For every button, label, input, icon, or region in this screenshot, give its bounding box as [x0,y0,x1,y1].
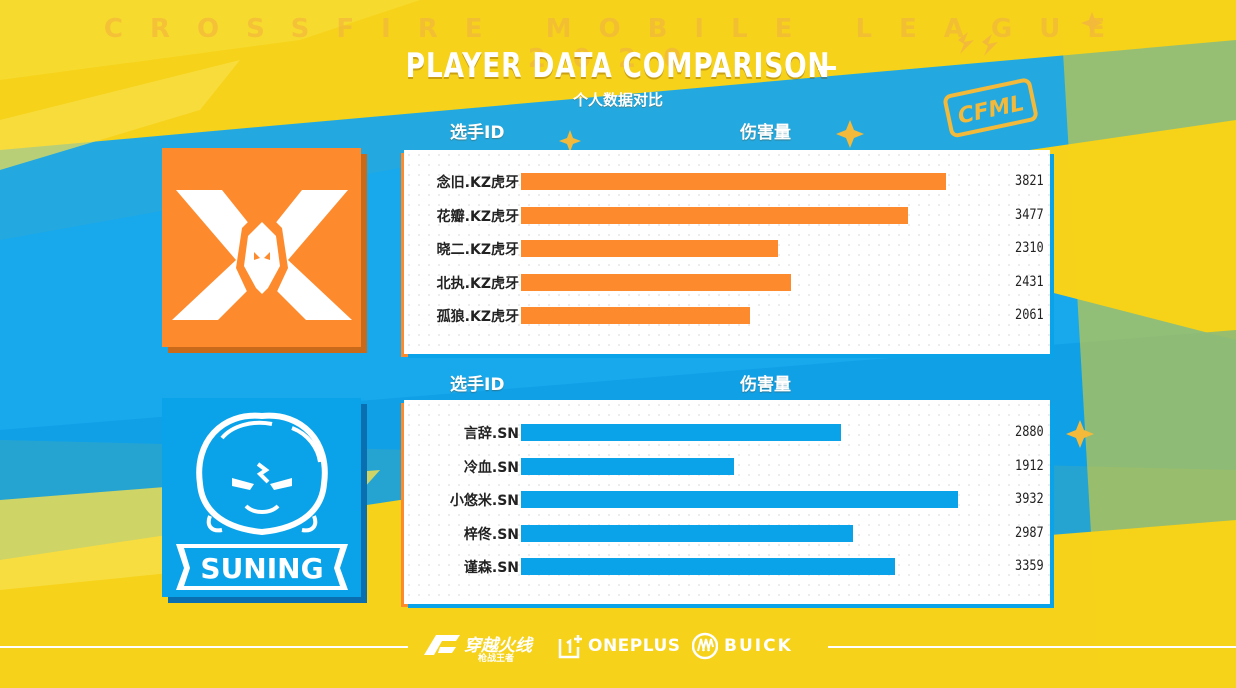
damage-value: 3932 [1015,491,1044,508]
team2-logo: SUNING [162,398,367,603]
chart-row: 冷血.SN 1912 [404,450,1050,483]
damage-value: 3359 [1015,558,1044,575]
cfml-badge-icon: CFML [943,32,1038,138]
chart-row: 北执.KZ虎牙 2431 [404,266,1050,299]
player-name: 梓佟.SN [463,526,519,543]
chart-row: 晓二.KZ虎牙 2310 [404,232,1050,265]
damage-value: 3477 [1015,206,1044,223]
team1-metric-header: 伤害量 [740,123,791,143]
buick-text: BUICK [724,636,793,656]
league-banner: CROSSFIRE MOBILE LEAGUE 2020 [103,14,1133,74]
damage-bar [521,424,842,441]
player-name: 北执.KZ虎牙 [436,275,519,292]
player-name: 小悠米.SN [449,493,519,510]
chart-row: 小悠米.SN 3932 [404,483,1050,516]
damage-value: 2880 [1015,424,1044,440]
chart-row: 念旧.KZ虎牙 3821 [404,165,1050,198]
damage-value: 2431 [1015,273,1044,290]
player-name: 孤狼.KZ虎牙 [436,309,519,326]
player-name: 冷血.SN [463,459,519,476]
chart-row: 花瓣.KZ虎牙 3477 [404,199,1050,232]
team2-player-header: 选手ID [450,375,505,395]
damage-bar [521,491,959,509]
buick-logo-icon [692,632,718,660]
damage-bar [521,307,751,325]
chart-row: 孤狼.KZ虎牙 2061 [404,299,1050,332]
page-title: PLAYER DATA COMPARISON [405,46,831,86]
team2-metric-header: 伤害量 [740,375,791,395]
crossfire-subtext: 枪战王者 [478,654,515,664]
player-name: 言辞.SN [463,426,519,442]
suning-lion-logo-icon: SUNING [162,398,367,603]
player-name: 晓二.KZ虎牙 [436,242,519,259]
team1-chart: 念旧.KZ虎牙 3821 花瓣.KZ虎牙 3477 晓二.KZ虎牙 2310 北执.KZ虎牙… [404,150,1050,354]
title-dash [818,66,836,70]
player-name: 念旧.KZ虎牙 [436,175,519,191]
crossfire-logo-icon [424,635,460,655]
damage-value: 3821 [1015,173,1044,189]
oneplus-text: ONEPLUS [588,636,681,656]
team1-player-header: 选手ID [450,123,505,143]
team1-logo [162,148,367,353]
chart-row: 言辞.SN 2880 [404,416,1050,449]
page-subtitle: 个人数据对比 [572,91,663,109]
damage-bar [521,240,778,258]
oneplus-logo-icon [558,635,582,659]
team2-chart: 言辞.SN 2880 冷血.SN 1912 小悠米.SN 3932 梓佟.SN 2987 谨森.… [404,400,1050,604]
damage-value: 2310 [1015,240,1044,257]
damage-bar [521,457,734,475]
kz-dragon-x-logo-icon [162,148,367,353]
chart-row: 谨森.SN 3359 [404,550,1050,583]
damage-value: 2987 [1015,524,1044,541]
footer-sponsors: 穿越火线 枪战王者 ONEPLUS BUICK [420,627,820,667]
footer-line-right [828,646,1236,648]
suning-text: SUNING [200,552,323,585]
player-name: 谨森.SN [463,560,519,577]
crossfire-text: 穿越火线 [464,636,532,656]
footer-line-left [0,646,408,648]
player-name: 花瓣.KZ虎牙 [436,208,519,225]
chart-row: 梓佟.SN 2987 [404,517,1050,550]
damage-bar [521,173,947,190]
damage-value: 2061 [1015,307,1044,324]
damage-bar [521,273,792,291]
damage-bar [521,558,895,576]
damage-bar [521,524,854,542]
damage-value: 1912 [1015,457,1044,474]
damage-bar [521,206,908,224]
